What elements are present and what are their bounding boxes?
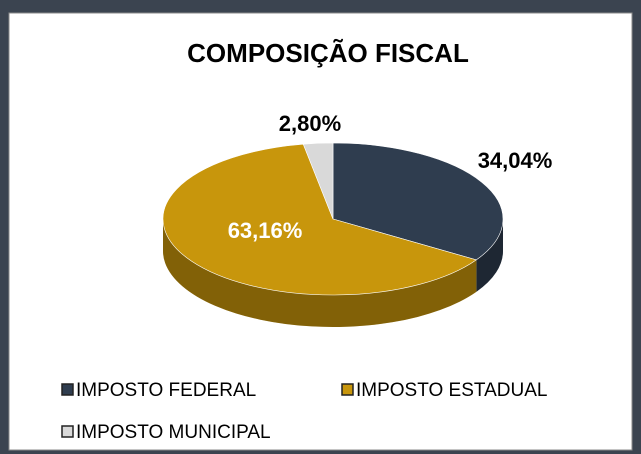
legend-label: IMPOSTO ESTADUAL — [356, 380, 547, 401]
legend-label: IMPOSTO FEDERAL — [76, 380, 256, 401]
pie-slice — [162, 143, 477, 296]
pie-slice — [332, 142, 504, 261]
pie-side — [476, 219, 503, 292]
legend-swatch — [61, 383, 74, 396]
data-label: 63,16% — [228, 218, 303, 243]
pie-side-shade — [163, 219, 477, 328]
legend-swatch — [61, 425, 74, 438]
chart-title: COMPOSIÇÃO FISCAL — [187, 38, 469, 68]
pie-side — [163, 219, 477, 328]
pie-side-shade — [476, 219, 503, 292]
data-label: 34,04% — [478, 148, 553, 173]
legend-label: IMPOSTO MUNICIPAL — [76, 422, 271, 443]
pie-slice — [302, 142, 334, 220]
legend-swatch — [341, 383, 354, 396]
data-label: 2,80% — [279, 111, 341, 136]
